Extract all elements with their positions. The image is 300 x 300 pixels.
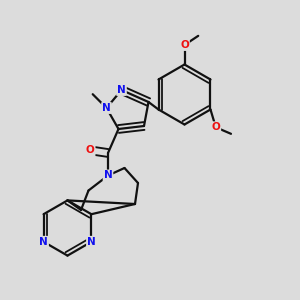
Text: N: N: [87, 237, 96, 247]
Text: N: N: [102, 103, 111, 113]
Text: O: O: [212, 122, 220, 132]
Text: N: N: [103, 170, 112, 181]
Text: O: O: [180, 40, 189, 50]
Text: N: N: [39, 237, 48, 247]
Text: O: O: [86, 145, 94, 155]
Text: N: N: [117, 85, 126, 95]
